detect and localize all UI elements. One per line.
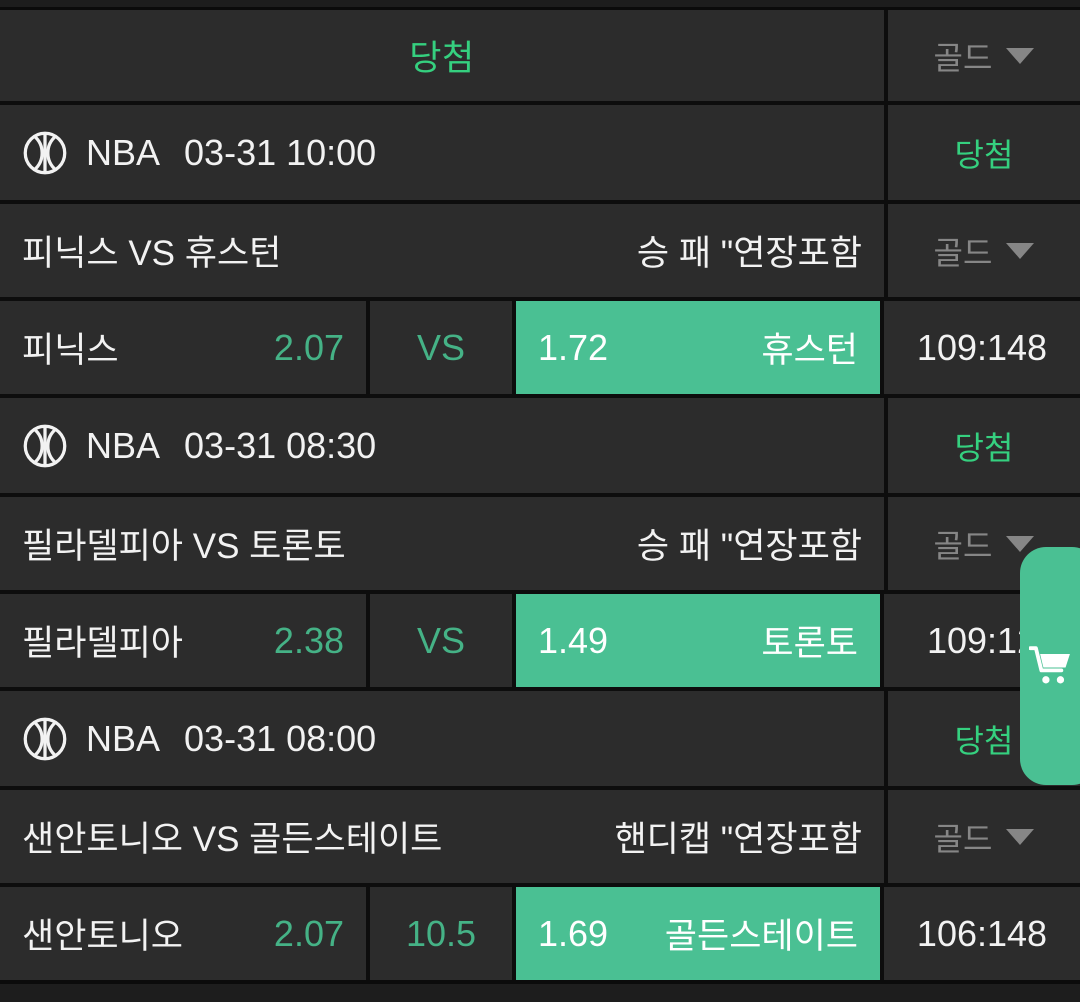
status-badge: 당첨 [954, 136, 1014, 173]
match-odds-row: 샌안토니오 2.07 10.5 1.69 골든스테이트 106:148 [0, 887, 1080, 984]
match-block: NBA 03-31 08:30 당첨 필라델피아 VS 토론토 승 패 "연장포… [0, 398, 1080, 691]
away-team-name: 골든스테이트 [664, 917, 858, 956]
home-odds: 2.07 [273, 912, 344, 954]
match-league-row[interactable]: NBA 03-31 10:00 당첨 [0, 105, 1080, 204]
matchup-title: 샌안토니오 VS 골든스테이트 [22, 820, 443, 859]
league-name: NBA [86, 131, 161, 173]
home-selection-cell[interactable]: 필라델피아 2.38 [0, 594, 370, 687]
matchup-info-cell: 샌안토니오 VS 골든스테이트 핸디캡 "연장포함 [0, 790, 888, 883]
shopping-cart-icon [1029, 646, 1070, 684]
match-datetime: 03-31 08:30 [184, 424, 377, 466]
final-score: 109:148 [916, 326, 1048, 368]
middle-value: 10.5 [405, 912, 477, 954]
grade-label: 골드 [933, 234, 993, 271]
away-odds: 1.69 [538, 912, 609, 954]
match-odds-row: 필라델피아 2.38 VS 1.49 토론토 109:12 [0, 594, 1080, 691]
match-datetime: 03-31 10:00 [184, 131, 377, 173]
status-badge: 당첨 [954, 722, 1014, 759]
status-badge: 당첨 [954, 429, 1014, 466]
grade-label: 골드 [933, 527, 993, 564]
match-result-status: 당첨 [888, 398, 1080, 493]
matchup-title: 피닉스 VS 휴스턴 [22, 234, 282, 273]
match-result-status: 당첨 [888, 105, 1080, 200]
home-selection-cell[interactable]: 샌안토니오 2.07 [0, 887, 370, 980]
league-name: NBA [86, 424, 161, 466]
bet-type-label: 핸디캡 "연장포함 [614, 820, 862, 859]
middle-value-cell[interactable]: 10.5 [370, 887, 516, 980]
matchup-info-cell: 필라델피아 VS 토론토 승 패 "연장포함 [0, 497, 888, 590]
league-name: NBA [86, 717, 161, 759]
bet-type-label: 승 패 "연장포함 [636, 527, 862, 566]
final-score: 109:12 [926, 619, 1038, 661]
matchup-info-cell: 피닉스 VS 휴스턴 승 패 "연장포함 [0, 204, 888, 297]
grade-label: 골드 [933, 820, 993, 857]
away-team-name: 토론토 [761, 624, 858, 663]
final-score-cell: 106:148 [884, 887, 1080, 980]
chevron-down-icon [1006, 535, 1035, 552]
bet-type-label: 승 패 "연장포함 [636, 234, 862, 273]
middle-value: VS [416, 619, 466, 661]
match-result-status: 당첨 [888, 691, 1080, 786]
header-title-cell: 당첨 [0, 10, 888, 101]
betslip-cart-button[interactable] [1020, 547, 1080, 785]
basketball-icon [23, 131, 67, 174]
home-odds: 2.38 [273, 619, 344, 661]
match-league-row[interactable]: NBA 03-31 08:00 당첨 [0, 691, 1080, 790]
match-grade-filter[interactable]: 골드 [888, 790, 1080, 883]
matchup-title: 필라델피아 VS 토론토 [22, 527, 346, 566]
match-block: NBA 03-31 08:00 당첨 샌안토니오 VS 골든스테이트 핸디캡 "… [0, 691, 1080, 984]
match-grade-filter[interactable]: 골드 [888, 204, 1080, 297]
match-block: NBA 03-31 10:00 당첨 피닉스 VS 휴스턴 승 패 "연장포함 … [0, 105, 1080, 398]
chevron-down-icon [1006, 47, 1035, 64]
home-team-name: 필라델피아 [22, 624, 184, 663]
final-score-cell: 109:148 [884, 301, 1080, 394]
middle-value: VS [416, 326, 466, 368]
final-score: 106:148 [916, 912, 1048, 954]
match-odds-row: 피닉스 2.07 VS 1.72 휴스턴 109:148 [0, 301, 1080, 398]
middle-value-cell[interactable]: VS [370, 301, 516, 394]
league-info-cell: NBA 03-31 08:00 [0, 691, 888, 786]
away-odds: 1.49 [538, 619, 609, 661]
home-odds: 2.07 [273, 326, 344, 368]
away-team-name: 휴스턴 [761, 331, 858, 370]
home-selection-cell[interactable]: 피닉스 2.07 [0, 301, 370, 394]
match-matchup-row[interactable]: 샌안토니오 VS 골든스테이트 핸디캡 "연장포함 골드 [0, 790, 1080, 887]
match-datetime: 03-31 08:00 [184, 717, 377, 759]
home-team-name: 샌안토니오 [22, 917, 184, 956]
match-grade-filter[interactable]: 골드 [888, 497, 1080, 590]
chevron-down-icon [1006, 242, 1035, 259]
match-list: NBA 03-31 10:00 당첨 피닉스 VS 휴스턴 승 패 "연장포함 … [0, 105, 1080, 984]
chevron-down-icon [1006, 828, 1035, 845]
match-league-row[interactable]: NBA 03-31 08:30 당첨 [0, 398, 1080, 497]
bottom-strip [0, 980, 1080, 1002]
league-info-cell: NBA 03-31 10:00 [0, 105, 888, 200]
page-title: 당첨 [409, 39, 475, 78]
middle-value-cell[interactable]: VS [370, 594, 516, 687]
match-matchup-row[interactable]: 피닉스 VS 휴스턴 승 패 "연장포함 골드 [0, 204, 1080, 301]
away-selection-cell[interactable]: 1.72 휴스턴 [516, 301, 884, 394]
basketball-icon [23, 424, 67, 467]
home-team-name: 피닉스 [22, 331, 119, 370]
results-header-row: 당첨 골드 [0, 10, 1080, 105]
header-grade-filter[interactable]: 골드 [888, 10, 1080, 101]
away-selection-cell[interactable]: 1.49 토론토 [516, 594, 884, 687]
away-selection-cell[interactable]: 1.69 골든스테이트 [516, 887, 884, 980]
grade-label: 골드 [933, 39, 993, 76]
match-matchup-row[interactable]: 필라델피아 VS 토론토 승 패 "연장포함 골드 [0, 497, 1080, 594]
top-strip [0, 0, 1080, 10]
league-info-cell: NBA 03-31 08:30 [0, 398, 888, 493]
away-odds: 1.72 [538, 326, 609, 368]
basketball-icon [23, 717, 67, 760]
